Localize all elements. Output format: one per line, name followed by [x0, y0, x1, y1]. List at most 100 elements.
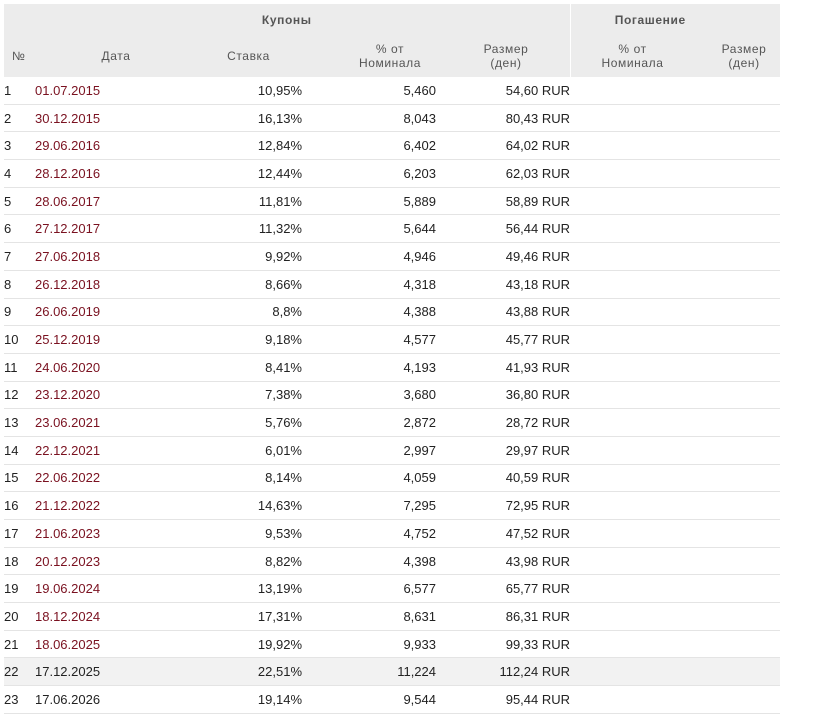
coupon-pct-of-nominal: 7,295: [302, 491, 436, 520]
redemption-amount-cell: [706, 574, 781, 604]
coupon-date: 27.06.2018: [35, 242, 171, 271]
col-header-pct-line2: Номинала: [358, 56, 422, 70]
redemption-pct-cell: [570, 325, 707, 354]
coupon-rate: 11,32%: [171, 214, 302, 244]
coupon-number: 10: [4, 325, 35, 354]
coupon-date: 18.12.2024: [35, 602, 171, 631]
coupon-rate: 12,44%: [171, 159, 302, 188]
coupon-pct-of-nominal: 4,318: [302, 270, 436, 299]
group-header-row: Купоны Погашение: [4, 4, 781, 35]
redemption-amount-cell: [706, 159, 781, 188]
coupon-amount: 62,03 RUR: [436, 159, 571, 188]
coupon-number: 2: [4, 104, 35, 133]
coupon-number: 5: [4, 187, 35, 216]
coupon-rate: 5,76%: [171, 408, 302, 437]
coupon-rate: 14,63%: [171, 491, 302, 520]
coupon-rate: 19,14%: [171, 685, 302, 714]
coupon-rate: 9,92%: [171, 242, 302, 271]
coupon-pct-of-nominal: 6,203: [302, 159, 436, 188]
col-header-pct-line1: % от: [375, 42, 405, 56]
coupon-number: 13: [4, 408, 35, 437]
redemption-pct-cell: [570, 408, 707, 437]
coupon-rate: 22,51%: [171, 657, 302, 687]
redemption-amount-cell: [706, 187, 781, 216]
col-header-red-amount: Размер (ден): [706, 35, 781, 77]
col-header-rate: Ставка: [171, 35, 302, 77]
redemption-amount-cell: [706, 104, 781, 133]
table-row: 11 24.06.2020 8,41% 4,193 41,93 RUR: [4, 353, 781, 382]
coupon-number: 20: [4, 602, 35, 631]
redemption-pct-cell: [570, 436, 707, 465]
coupon-amount: 28,72 RUR: [436, 408, 571, 437]
coupon-date: 21.12.2022: [35, 491, 171, 520]
coupon-amount: 49,46 RUR: [436, 242, 571, 271]
redemption-pct-cell: [570, 602, 707, 631]
redemption-pct-cell: [570, 242, 707, 271]
coupon-pct-of-nominal: 9,544: [302, 685, 436, 714]
coupon-amount: 56,44 RUR: [436, 214, 571, 244]
table-row: 15 22.06.2022 8,14% 4,059 40,59 RUR: [4, 464, 781, 493]
coupon-pct-of-nominal: 8,043: [302, 104, 436, 133]
col-header-pct: % от Номинала: [302, 35, 436, 77]
coupon-number: 14: [4, 436, 35, 465]
table-row: 1 01.07.2015 10,95% 5,460 54,60 RUR: [4, 77, 781, 105]
coupon-date: 17.12.2025: [35, 657, 171, 687]
coupon-date: 21.06.2023: [35, 519, 171, 548]
redemption-amount-cell: [706, 464, 781, 493]
coupon-rate: 6,01%: [171, 436, 302, 465]
coupon-date: 25.12.2019: [35, 325, 171, 354]
col-header-red-pct-line2: Номинала: [601, 56, 664, 70]
redemption-amount-cell: [706, 408, 781, 437]
redemption-amount-cell: [706, 77, 781, 105]
table-row: 7 27.06.2018 9,92% 4,946 49,46 RUR: [4, 242, 781, 271]
coupon-pct-of-nominal: 6,577: [302, 574, 436, 604]
coupon-rate: 9,53%: [171, 519, 302, 548]
coupon-amount: 99,33 RUR: [436, 630, 571, 659]
coupon-number: 18: [4, 547, 35, 576]
coupon-amount: 36,80 RUR: [436, 381, 571, 410]
coupon-number: 19: [4, 574, 35, 604]
table-row: 21 18.06.2025 19,92% 9,933 99,33 RUR: [4, 630, 781, 659]
table-row: 2 30.12.2015 16,13% 8,043 80,43 RUR: [4, 104, 781, 133]
redemption-amount-cell: [706, 602, 781, 631]
coupon-date: 27.12.2017: [35, 214, 171, 244]
table-row: 23 17.06.2026 19,14% 9,544 95,44 RUR: [4, 685, 781, 714]
coupon-rate: 12,84%: [171, 131, 302, 161]
coupon-date: 23.06.2021: [35, 408, 171, 437]
redemption-group-header: Погашение: [569, 4, 781, 35]
coupon-number: 9: [4, 298, 35, 327]
coupon-amount: 64,02 RUR: [436, 131, 571, 161]
col-header-red-amount-line1: Размер: [721, 42, 767, 56]
coupon-rate: 11,81%: [171, 187, 302, 216]
coupon-number: 6: [4, 214, 35, 244]
coupon-amount: 58,89 RUR: [436, 187, 571, 216]
table-row: 13 23.06.2021 5,76% 2,872 28,72 RUR: [4, 408, 781, 437]
redemption-pct-cell: [570, 104, 707, 133]
coupon-amount: 54,60 RUR: [436, 77, 571, 105]
coupon-amount: 29,97 RUR: [436, 436, 571, 465]
redemption-pct-cell: [570, 270, 707, 299]
coupon-date: 18.06.2025: [35, 630, 171, 659]
coupon-number: 3: [4, 131, 35, 161]
coupon-amount: 43,98 RUR: [436, 547, 571, 576]
coupon-date: 26.12.2018: [35, 270, 171, 299]
redemption-amount-cell: [706, 685, 781, 714]
coupon-pct-of-nominal: 3,680: [302, 381, 436, 410]
redemption-pct-cell: [570, 685, 707, 714]
redemption-amount-cell: [706, 325, 781, 354]
coupon-pct-of-nominal: 5,460: [302, 77, 436, 105]
coupon-pct-of-nominal: 6,402: [302, 131, 436, 161]
coupon-number: 21: [4, 630, 35, 659]
coupon-rate: 8,41%: [171, 353, 302, 382]
coupon-amount: 40,59 RUR: [436, 464, 571, 493]
coupon-amount: 65,77 RUR: [436, 574, 571, 604]
coupon-amount: 112,24 RUR: [436, 657, 571, 687]
redemption-pct-cell: [570, 381, 707, 410]
coupon-number: 11: [4, 353, 35, 382]
redemption-pct-cell: [570, 214, 707, 244]
coupon-schedule: Купоны Погашение № Дата Ставка % от Номи…: [4, 4, 781, 714]
table-row: 20 18.12.2024 17,31% 8,631 86,31 RUR: [4, 602, 781, 631]
redemption-amount-cell: [706, 298, 781, 327]
coupon-pct-of-nominal: 4,752: [302, 519, 436, 548]
table-row: 22 17.12.2025 22,51% 11,224 112,24 RUR: [4, 657, 781, 687]
